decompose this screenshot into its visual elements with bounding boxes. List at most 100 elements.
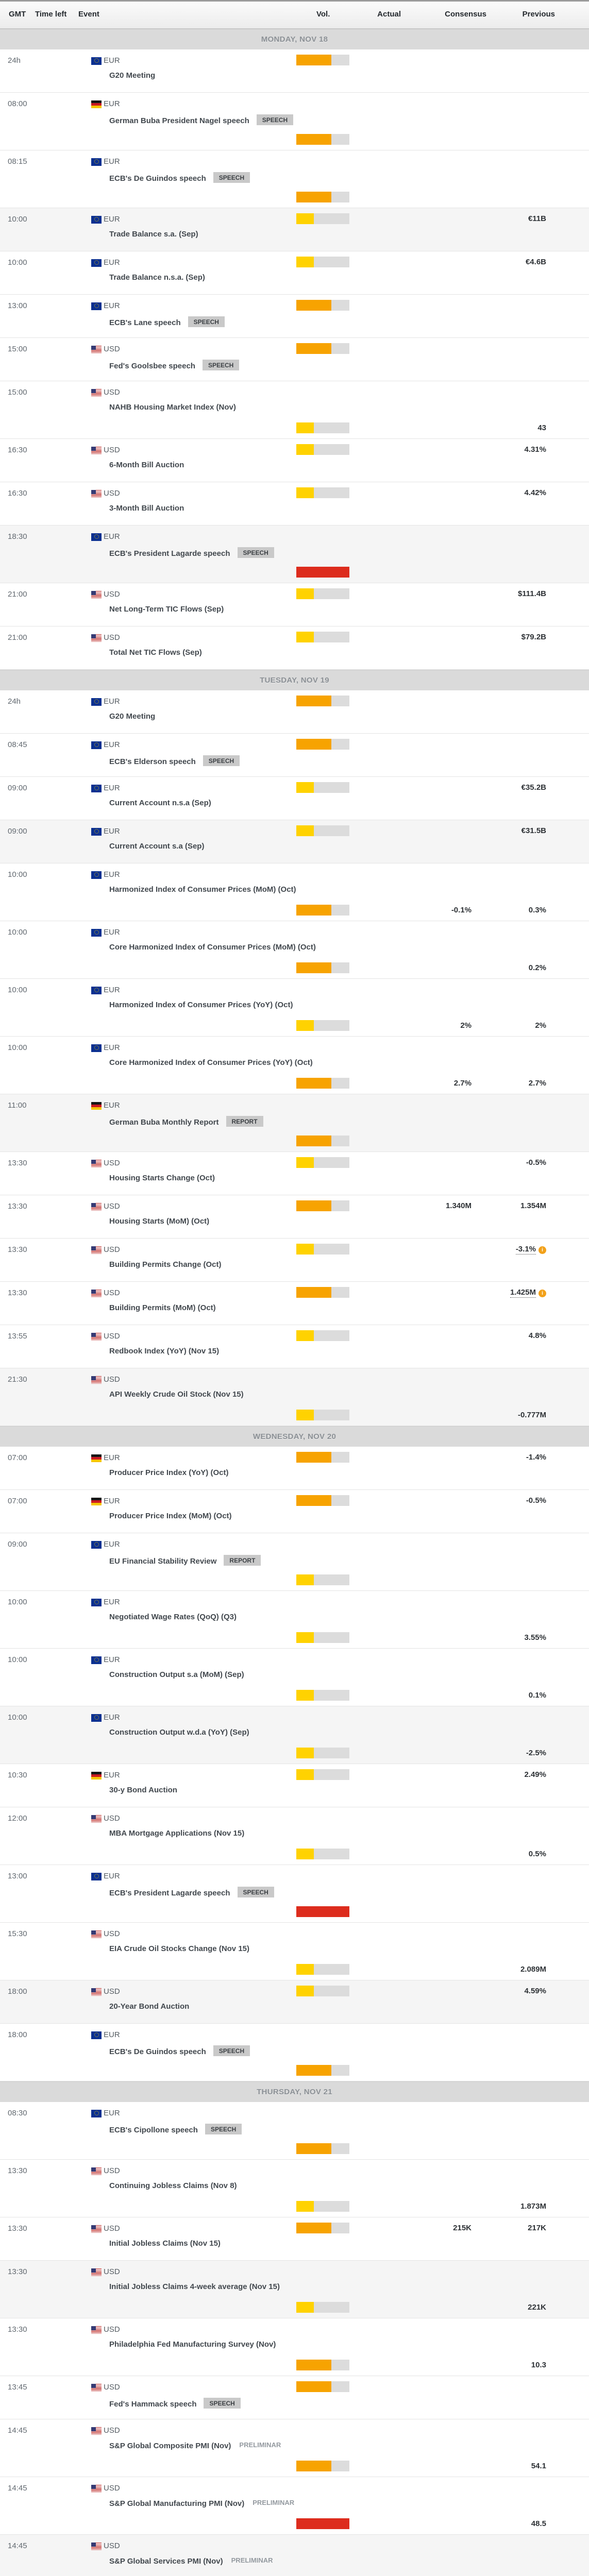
event-row[interactable]: 13:45 USD Fed's Hammack speech SPEECH — [0, 2376, 589, 2419]
event-name: NAHB Housing Market Index (Nov) — [109, 403, 236, 412]
event-time: 14:45 — [8, 2541, 27, 2550]
currency-label: USD — [104, 2484, 120, 2493]
previous-number: 4.31% — [524, 445, 546, 454]
eu-flag-icon — [91, 871, 102, 879]
event-row[interactable]: 08:15 EUR ECB's De Guindos speech SPEECH — [0, 150, 589, 208]
volatility-fill-low — [296, 1986, 314, 1996]
event-row[interactable]: 13:30 USD Building Permits Change (Oct) -3.… — [0, 1239, 589, 1282]
event-row[interactable]: 10:00 EUR Construction Output s.a (MoM) (S… — [0, 1649, 589, 1706]
currency-label: EUR — [104, 301, 120, 310]
event-name-line: 20-Year Bond Auction — [109, 2002, 189, 2011]
event-row[interactable]: 10:00 EUR Trade Balance n.s.a. (Sep) €4.6B — [0, 251, 589, 295]
event-row[interactable]: 18:30 EUR ECB's President Lagarde speech SP… — [0, 526, 589, 583]
event-row[interactable]: 11:00 EUR German Buba Monthly Report REPORT — [0, 1094, 589, 1152]
event-time: 11:00 — [8, 1101, 27, 1110]
event-row[interactable]: 13:30 USD Housing Starts (MoM) (Oct) 1.340M… — [0, 1195, 589, 1239]
eu-flag-icon — [91, 158, 102, 166]
us-flag-icon — [91, 2225, 102, 2233]
event-row[interactable]: 13:00 EUR ECB's Lane speech SPEECH — [0, 295, 589, 338]
event-row[interactable]: 13:30 USD Continuing Jobless Claims (Nov 8… — [0, 2160, 589, 2217]
germany-flag-icon — [91, 1772, 102, 1780]
event-row[interactable]: 12:00 USD MBA Mortgage Applications (Nov 1… — [0, 1807, 589, 1865]
event-row[interactable]: 09:00 EUR Current Account s.a (Sep) €31.5B — [0, 820, 589, 863]
event-row[interactable]: 14:45 USD S&P Global Manufacturing PMI (No… — [0, 2477, 589, 2535]
volatility-indicator — [296, 134, 349, 145]
event-row[interactable]: 13:30 USD Building Permits (MoM) (Oct) 1.42… — [0, 1282, 589, 1325]
event-row[interactable]: 16:30 USD 3-Month Bill Auction 4.42% — [0, 482, 589, 526]
previous-number: 217K — [528, 2224, 546, 2232]
event-row[interactable]: 14:45 USD S&P Global Composite PMI (Nov) PR… — [0, 2419, 589, 2477]
event-row[interactable]: 16:30 USD 6-Month Bill Auction 4.31% — [0, 439, 589, 482]
event-name-line: Current Account n.s.a (Sep) — [109, 799, 211, 808]
event-time: 08:15 — [8, 157, 27, 166]
event-row[interactable]: 18:00 EUR ECB's De Guindos speech SPEECH — [0, 2024, 589, 2081]
event-row[interactable]: 08:45 EUR ECB's Elderson speech SPEECH — [0, 734, 589, 777]
event-row[interactable]: 13:55 USD Redbook Index (YoY) (Nov 15) 4.8% — [0, 1325, 589, 1368]
event-row[interactable]: 10:00 EUR Construction Output w.d.a (YoY) … — [0, 1706, 589, 1764]
volatility-fill-medium — [296, 739, 331, 750]
event-row[interactable]: 15:00 USD Fed's Goolsbee speech SPEECH — [0, 338, 589, 381]
event-row[interactable]: 13:00 EUR ECB's President Lagarde speech SP… — [0, 1865, 589, 1923]
event-row[interactable]: 09:00 EUR Current Account n.s.a (Sep) €35.2… — [0, 777, 589, 820]
revision-info-icon[interactable]: i — [538, 1246, 546, 1254]
event-name-line: Initial Jobless Claims 4-week average (N… — [109, 2282, 280, 2292]
event-name: ECB's De Guindos speech — [109, 2047, 206, 2056]
previous-value: 1.354M — [520, 1201, 546, 1210]
previous-number: 2.7% — [528, 1079, 546, 1088]
event-name: Building Permits (MoM) (Oct) — [109, 1303, 216, 1312]
event-row[interactable]: 10:00 EUR Harmonized Index of Consumer Pri… — [0, 863, 589, 921]
event-time: 13:00 — [8, 301, 27, 310]
event-row[interactable]: 15:00 USD NAHB Housing Market Index (Nov) 4… — [0, 381, 589, 439]
event-row[interactable]: 10:00 EUR Negotiated Wage Rates (QoQ) (Q3)… — [0, 1591, 589, 1649]
event-row[interactable]: 14:45 USD S&P Global Services PMI (Nov) PRE… — [0, 2535, 589, 2576]
event-row[interactable]: 13:30 USD Initial Jobless Claims (Nov 15) 2… — [0, 2217, 589, 2261]
event-row[interactable]: 13:30 USD Initial Jobless Claims 4-week av… — [0, 2261, 589, 2318]
event-row[interactable]: 18:00 USD 20-Year Bond Auction 4.59% — [0, 1980, 589, 2024]
previous-number: 1.354M — [520, 1201, 546, 1210]
volatility-indicator — [296, 2143, 349, 2154]
event-name: Core Harmonized Index of Consumer Prices… — [109, 943, 316, 952]
event-row[interactable]: 10:00 EUR Trade Balance s.a. (Sep) €11B — [0, 208, 589, 251]
event-name-line: Philadelphia Fed Manufacturing Survey (N… — [109, 2340, 276, 2349]
revision-info-icon[interactable]: i — [538, 1290, 546, 1297]
currency-label: EUR — [104, 157, 120, 166]
volatility-indicator — [296, 696, 349, 706]
us-flag-icon — [91, 634, 102, 642]
event-row[interactable]: 10:00 EUR Core Harmonized Index of Consume… — [0, 921, 589, 979]
event-row[interactable]: 21:00 USD Total Net TIC Flows (Sep) $79.2B — [0, 626, 589, 670]
event-row[interactable]: 07:00 EUR Producer Price Index (MoM) (Oct)… — [0, 1490, 589, 1533]
event-row[interactable]: 10:00 EUR Harmonized Index of Consumer Pri… — [0, 979, 589, 1037]
event-row[interactable]: 21:30 USD API Weekly Crude Oil Stock (Nov … — [0, 1368, 589, 1426]
event-row[interactable]: 07:00 EUR Producer Price Index (YoY) (Oct)… — [0, 1447, 589, 1490]
volatility-fill-low — [296, 2302, 314, 2313]
event-row[interactable]: 21:00 USD Net Long-Term TIC Flows (Sep) $11… — [0, 583, 589, 626]
us-flag-icon — [91, 2384, 102, 2392]
event-row[interactable]: 10:00 EUR Core Harmonized Index of Consume… — [0, 1037, 589, 1094]
event-row[interactable]: 15:30 USD EIA Crude Oil Stocks Change (Nov… — [0, 1923, 589, 1980]
event-row[interactable]: 24h EUR G20 Meeting — [0, 690, 589, 734]
previous-value: €4.6B — [526, 258, 546, 266]
event-row[interactable]: 13:30 USD Philadelphia Fed Manufacturing S… — [0, 2318, 589, 2376]
event-row[interactable]: 09:00 EUR EU Financial Stability Review REP… — [0, 1533, 589, 1591]
event-row[interactable]: 08:00 EUR German Buba President Nagel spee… — [0, 93, 589, 150]
event-row[interactable]: 10:30 EUR 30-y Bond Auction 2.49% — [0, 1764, 589, 1807]
previous-number: 0.1% — [528, 1691, 546, 1700]
event-name: Negotiated Wage Rates (QoQ) (Q3) — [109, 1613, 237, 1621]
previous-number: €31.5B — [521, 826, 546, 835]
volatility-fill-medium — [296, 1287, 331, 1298]
event-time: 13:30 — [8, 1289, 27, 1297]
volatility-line: 0.2% — [0, 962, 589, 974]
event-row[interactable]: 08:30 EUR ECB's Cipollone speech SPEECH — [0, 2102, 589, 2160]
us-flag-icon — [91, 2485, 102, 2493]
currency-label: EUR — [104, 740, 120, 749]
day-header: MONDAY, NOV 18 — [0, 29, 589, 49]
event-time: 13:30 — [8, 2267, 27, 2276]
event-row[interactable]: 24h EUR G20 Meeting — [0, 49, 589, 93]
event-row[interactable]: 13:30 USD Housing Starts Change (Oct) -0.5% — [0, 1152, 589, 1195]
us-flag-icon — [91, 2326, 102, 2334]
currency-label: EUR — [104, 2109, 120, 2117]
event-name: EIA Crude Oil Stocks Change (Nov 15) — [109, 1944, 249, 1953]
volatility-line: €31.5B — [0, 825, 589, 837]
us-flag-icon — [91, 389, 102, 397]
